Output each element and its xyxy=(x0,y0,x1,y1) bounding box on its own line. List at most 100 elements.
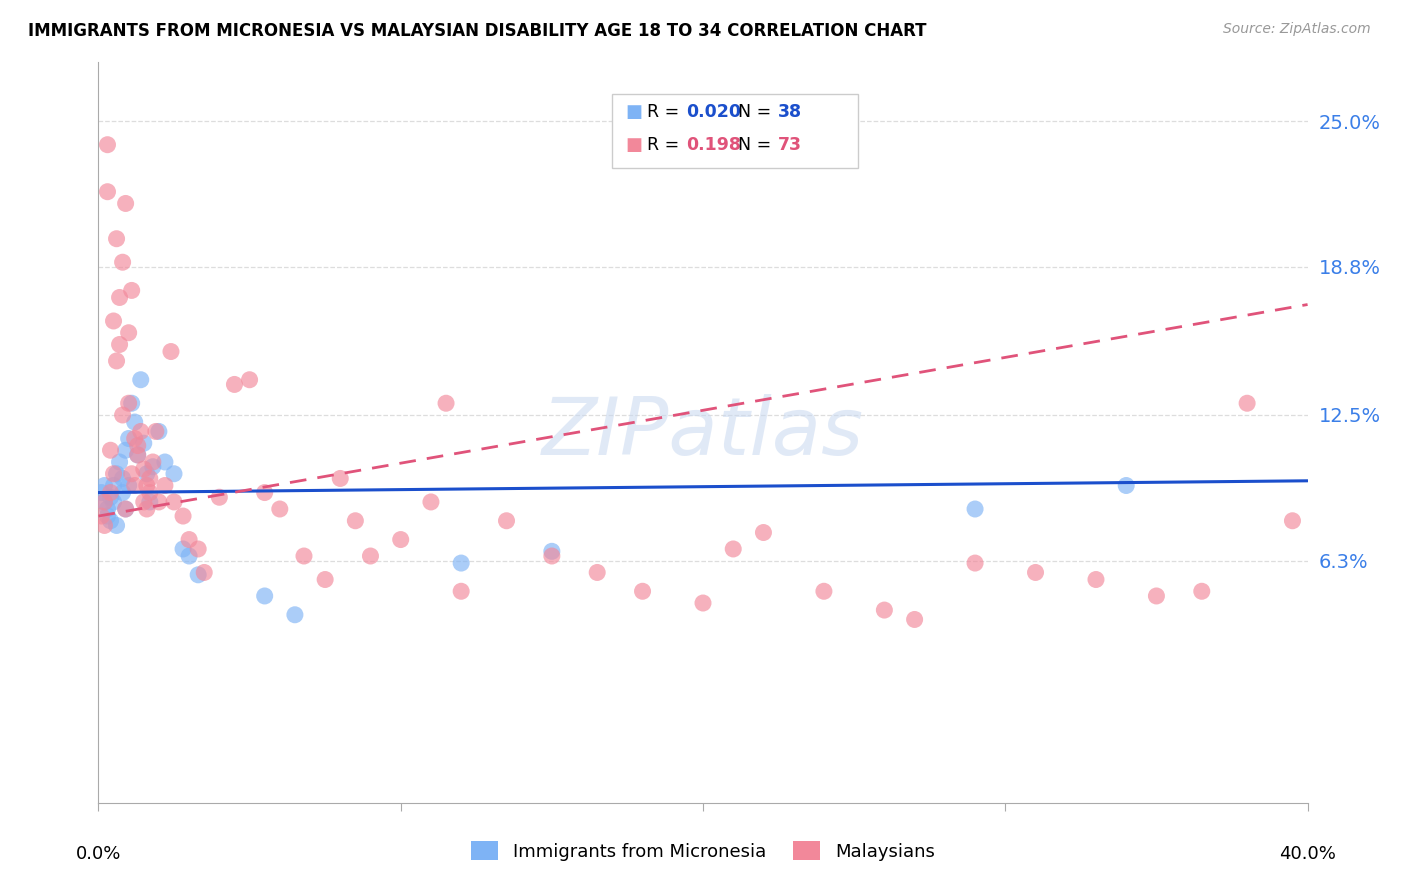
Text: R =: R = xyxy=(647,136,685,154)
Point xyxy=(292,549,315,563)
Point xyxy=(132,462,155,476)
Point xyxy=(111,485,134,500)
Point xyxy=(135,502,157,516)
Point xyxy=(224,377,246,392)
Point xyxy=(96,137,118,152)
Point xyxy=(114,502,136,516)
Point xyxy=(450,584,472,599)
Text: 73: 73 xyxy=(778,136,801,154)
Point xyxy=(114,443,136,458)
Point xyxy=(208,490,231,504)
Point xyxy=(329,471,352,485)
Point xyxy=(118,478,141,492)
Point xyxy=(904,612,927,626)
Point xyxy=(139,471,162,485)
Point xyxy=(873,603,896,617)
Point xyxy=(96,502,118,516)
Point xyxy=(344,514,367,528)
Point xyxy=(114,502,136,516)
Point xyxy=(723,541,745,556)
Point xyxy=(114,196,136,211)
Text: 0.0%: 0.0% xyxy=(76,845,121,863)
Point xyxy=(965,502,987,516)
Point xyxy=(118,396,141,410)
Point xyxy=(631,584,654,599)
Point xyxy=(103,467,125,481)
Point xyxy=(239,373,262,387)
Point xyxy=(118,326,141,340)
Text: ■: ■ xyxy=(626,103,643,120)
Point xyxy=(121,284,143,298)
Point xyxy=(148,425,170,439)
Point xyxy=(163,495,186,509)
Point xyxy=(93,495,115,509)
Point xyxy=(145,425,167,439)
Point xyxy=(103,314,125,328)
Point xyxy=(100,485,122,500)
Point xyxy=(93,495,115,509)
Point xyxy=(253,485,276,500)
Point xyxy=(121,467,143,481)
Point xyxy=(105,354,128,368)
Point xyxy=(179,549,201,563)
Point xyxy=(1191,584,1213,599)
Point xyxy=(100,443,122,458)
Point xyxy=(179,533,201,547)
Point xyxy=(135,478,157,492)
Point xyxy=(389,533,412,547)
Point xyxy=(142,459,165,474)
Text: IMMIGRANTS FROM MICRONESIA VS MALAYSIAN DISABILITY AGE 18 TO 34 CORRELATION CHAR: IMMIGRANTS FROM MICRONESIA VS MALAYSIAN … xyxy=(28,22,927,40)
Point xyxy=(96,509,118,524)
Text: N =: N = xyxy=(738,103,778,120)
Point xyxy=(148,495,170,509)
Point xyxy=(129,425,152,439)
Point xyxy=(105,467,128,481)
Text: 40.0%: 40.0% xyxy=(1279,845,1336,863)
Point xyxy=(108,337,131,351)
Point xyxy=(127,448,149,462)
Point xyxy=(105,518,128,533)
Point xyxy=(965,556,987,570)
Point xyxy=(193,566,215,580)
Text: R =: R = xyxy=(647,103,685,120)
Point xyxy=(692,596,714,610)
Point xyxy=(118,432,141,446)
Point xyxy=(752,525,775,540)
Point xyxy=(139,495,162,509)
Point xyxy=(284,607,307,622)
Point xyxy=(127,438,149,452)
Point xyxy=(1281,514,1303,528)
Point xyxy=(121,396,143,410)
Point xyxy=(139,485,162,500)
Text: Source: ZipAtlas.com: Source: ZipAtlas.com xyxy=(1223,22,1371,37)
Point xyxy=(253,589,276,603)
Point xyxy=(100,514,122,528)
Point xyxy=(1236,396,1258,410)
Text: 38: 38 xyxy=(778,103,801,120)
Point xyxy=(434,396,457,410)
Point xyxy=(135,467,157,481)
Point xyxy=(132,436,155,450)
Point xyxy=(108,455,131,469)
Point xyxy=(450,556,472,570)
Point xyxy=(1024,566,1046,580)
Point xyxy=(93,478,115,492)
Text: 0.020: 0.020 xyxy=(686,103,741,120)
Point xyxy=(103,495,125,509)
Point xyxy=(420,495,443,509)
Text: 0.198: 0.198 xyxy=(686,136,741,154)
Point xyxy=(813,584,835,599)
Point xyxy=(124,415,146,429)
Point xyxy=(160,344,183,359)
Point xyxy=(495,514,517,528)
Point xyxy=(187,567,209,582)
Point xyxy=(1115,478,1137,492)
Point xyxy=(132,495,155,509)
Point xyxy=(269,502,291,516)
Legend: Immigrants from Micronesia, Malaysians: Immigrants from Micronesia, Malaysians xyxy=(464,834,942,868)
Point xyxy=(129,373,152,387)
Point xyxy=(93,518,115,533)
Point xyxy=(90,509,112,524)
Point xyxy=(540,549,562,563)
Text: N =: N = xyxy=(738,136,778,154)
